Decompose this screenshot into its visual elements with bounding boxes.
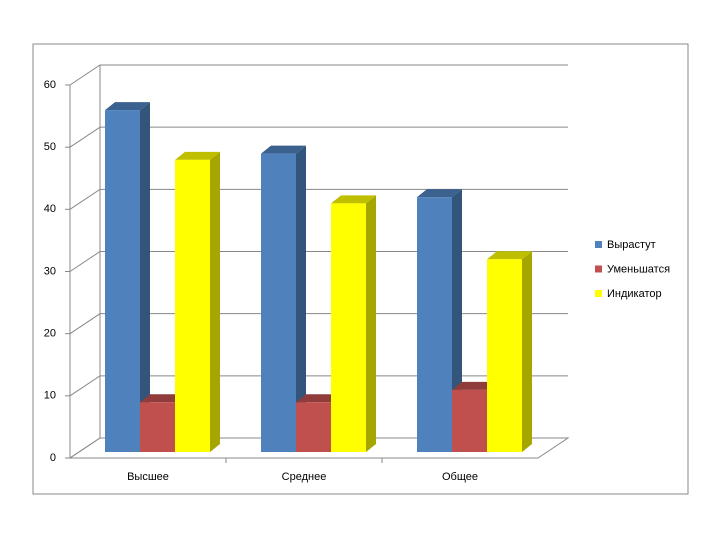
bar [417, 197, 452, 452]
legend-label: Уменьшатся [607, 263, 670, 275]
bar [331, 203, 366, 452]
bar [175, 159, 210, 453]
bar-top [140, 394, 185, 403]
grid-line [69, 437, 568, 459]
grid-line [69, 251, 568, 272]
bar [140, 402, 175, 452]
y-tick-label: 50 [44, 141, 56, 153]
bar-top [417, 189, 462, 198]
x-tick-label: Общее [442, 471, 478, 483]
y-tick-label: 0 [50, 452, 56, 464]
bar-top [487, 251, 532, 260]
bar-top [175, 151, 220, 160]
grid-line [69, 313, 568, 335]
y-tick-label: 60 [44, 79, 56, 91]
grid-line [69, 188, 568, 210]
y-tick-label: 40 [44, 203, 56, 215]
y-tick-label: 20 [44, 328, 56, 340]
bar-side [522, 251, 532, 452]
y-tick-label: 30 [44, 265, 56, 277]
x-tick-label: Среднее [282, 471, 327, 483]
bar [452, 389, 487, 452]
bar-top [261, 145, 306, 154]
bar-side [296, 145, 306, 452]
bar [261, 153, 296, 452]
legend-swatch [595, 290, 602, 297]
grid-line [69, 126, 568, 148]
bar-side [210, 151, 220, 453]
bar [296, 402, 331, 452]
bar [105, 110, 140, 452]
legend-swatch [595, 241, 602, 248]
grid-line [69, 375, 568, 397]
grid-line [69, 64, 568, 86]
y-tick-label: 10 [44, 390, 56, 402]
bar-top [105, 102, 150, 111]
bar-side [366, 195, 376, 453]
bar-top [331, 195, 376, 204]
bar-side [140, 102, 150, 452]
legend-label: Индикатор [607, 288, 662, 300]
x-tick-label: Высшее [127, 471, 169, 483]
bar-top [296, 394, 341, 403]
legend-label: Вырастут [607, 239, 656, 251]
bar [487, 259, 522, 452]
legend-swatch [595, 265, 602, 273]
bar-top [452, 381, 497, 390]
